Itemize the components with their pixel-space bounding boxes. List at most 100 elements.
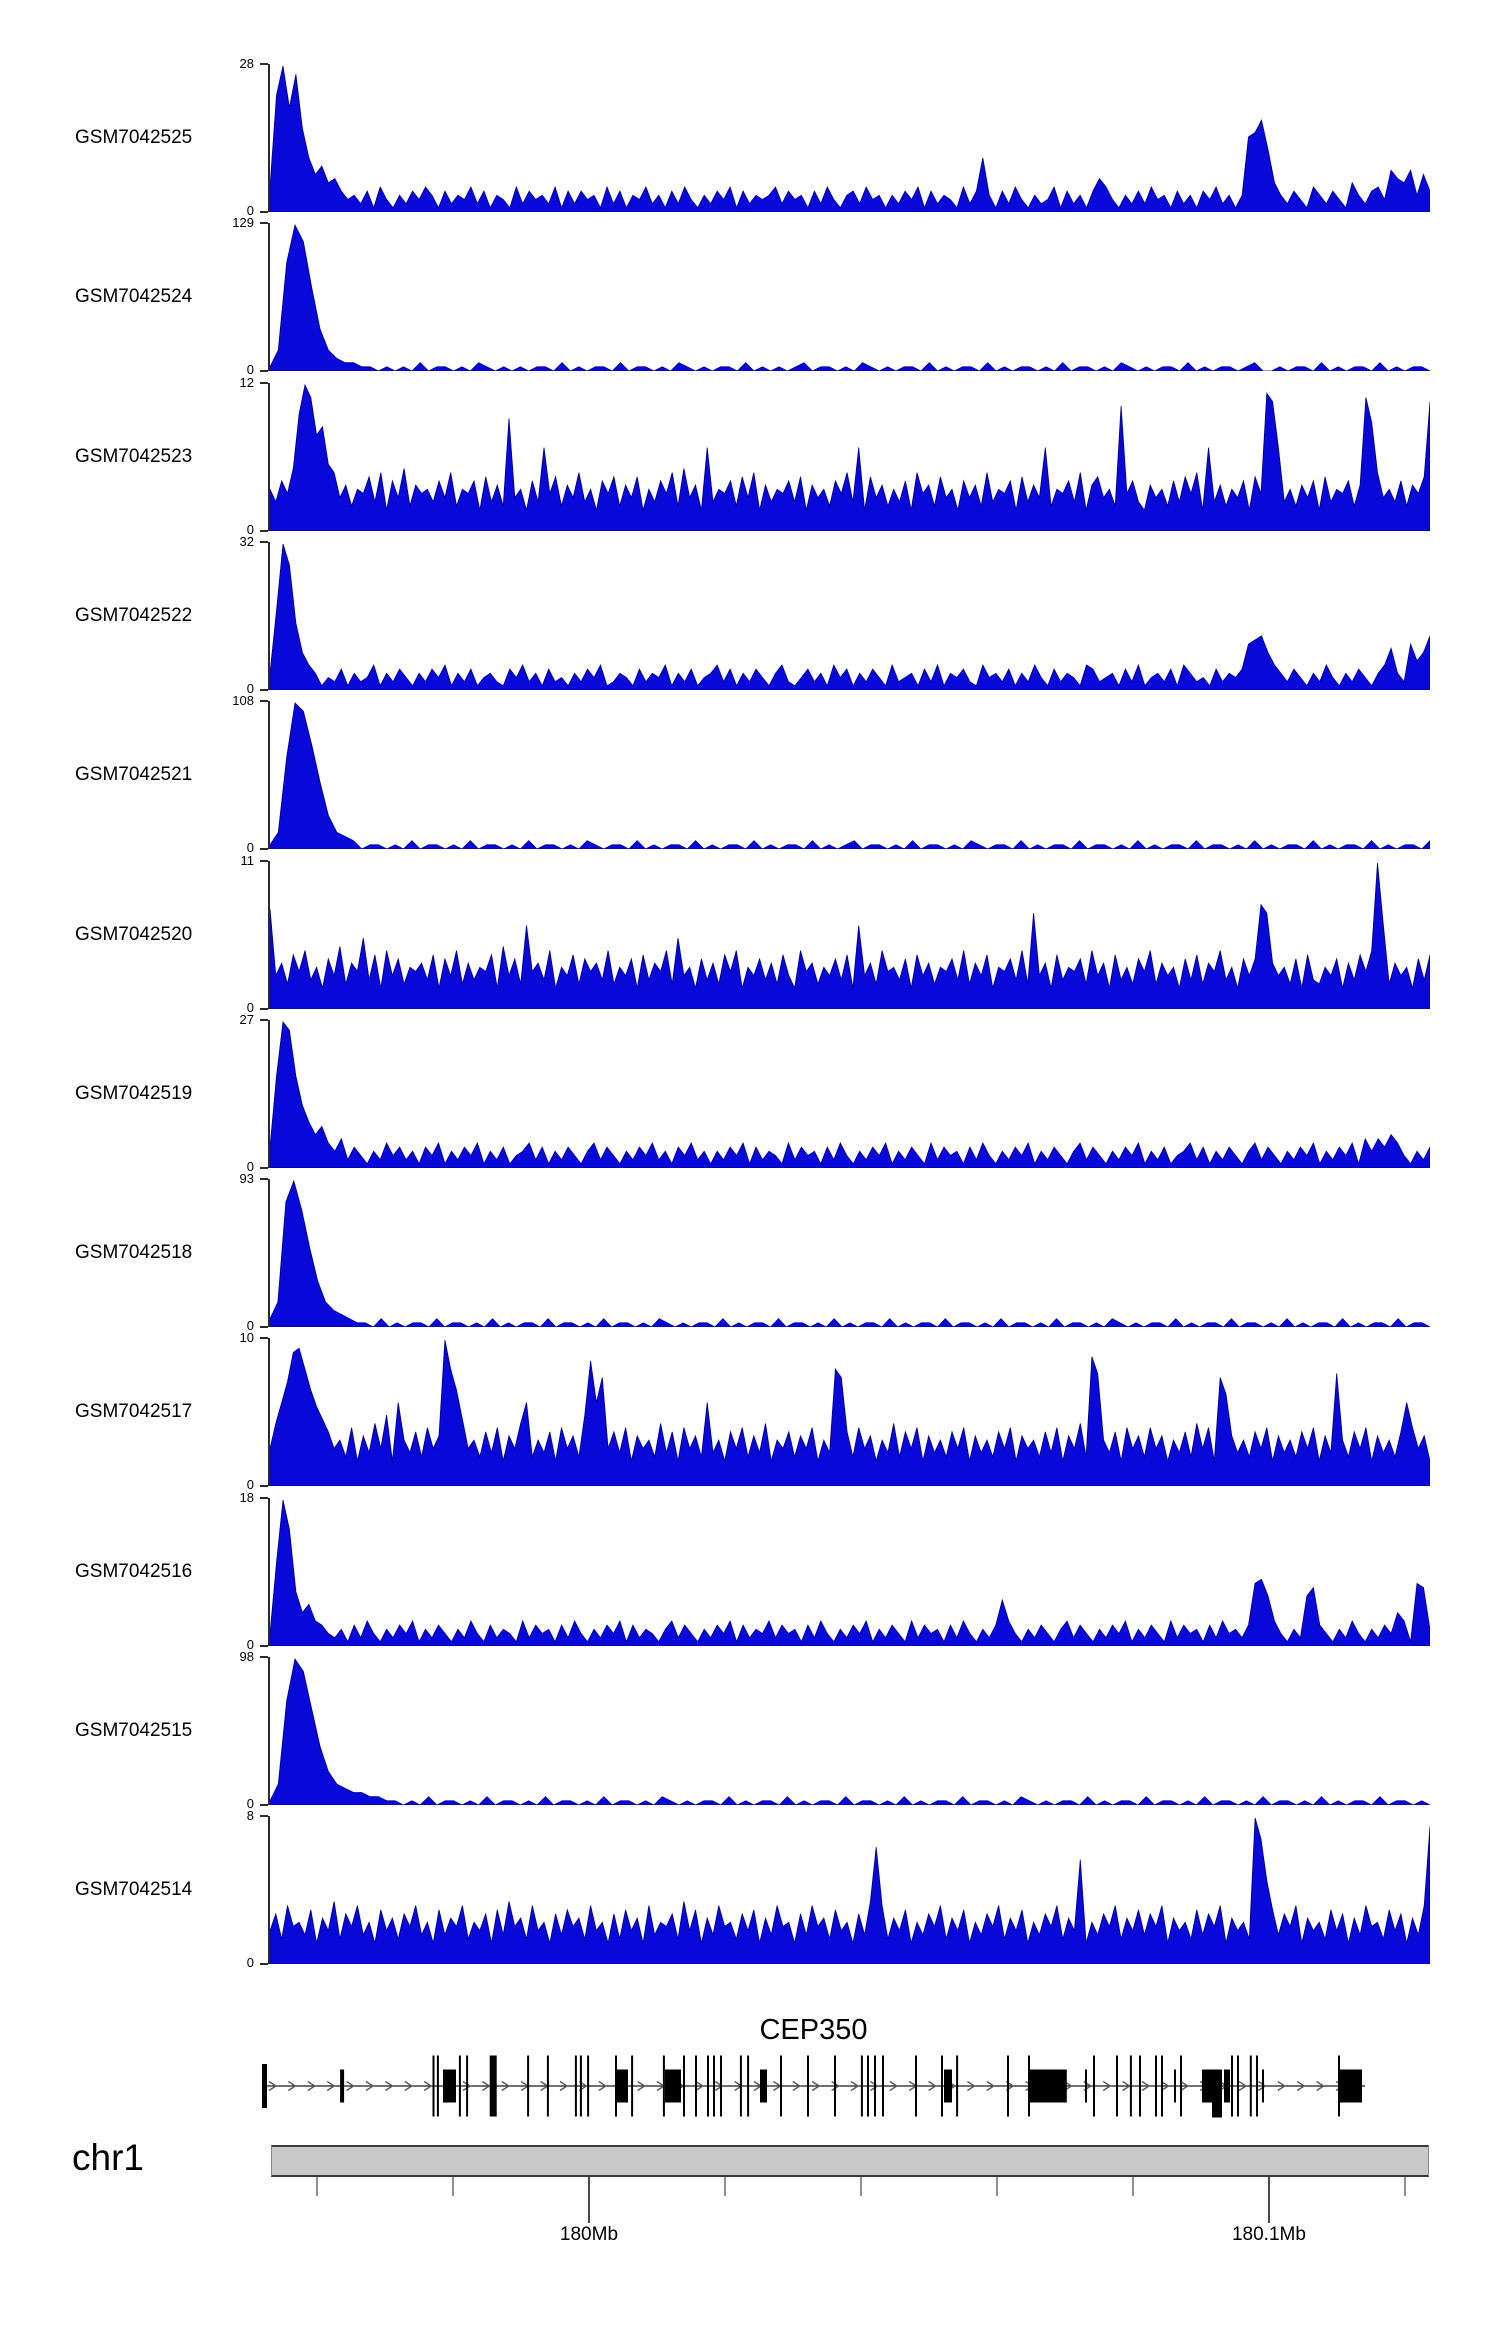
strand-arrow-icon	[1102, 2080, 1112, 2092]
coverage-signal	[270, 224, 1430, 372]
strand-arrow-icon	[889, 2080, 899, 2092]
coverage-signal	[270, 1179, 1430, 1328]
track-yaxis-top-tick	[260, 540, 268, 543]
coverage-signal	[270, 1499, 1430, 1646]
track-label: GSM7042521	[75, 764, 193, 786]
exon-block	[882, 2055, 884, 2117]
strand-arrow-icon	[365, 2080, 375, 2092]
track-ymax-label: 11	[240, 852, 255, 868]
exon-block	[1231, 2055, 1233, 2117]
exon-block	[1249, 2055, 1252, 2117]
coverage-signal	[270, 543, 1430, 690]
strand-arrow-icon	[792, 2080, 802, 2092]
exon-block	[720, 2055, 722, 2117]
exon-block	[443, 2069, 456, 2103]
strand-arrow-icon	[811, 2080, 821, 2092]
axis-minor-tick	[451, 2177, 454, 2196]
exon-block	[1155, 2055, 1157, 2117]
track-yaxis-top-tick	[260, 1178, 268, 1181]
axis-minor-tick	[996, 2177, 999, 2196]
track-label: GSM7042520	[75, 923, 193, 945]
strand-arrow-icon	[385, 2080, 394, 2092]
track-ymax-label: 12	[239, 374, 254, 390]
exon-block	[527, 2055, 530, 2117]
exon-block	[1029, 2069, 1067, 2103]
track-label: GSM7042514	[75, 1879, 193, 1901]
track-yaxis-bottom-tick	[260, 1166, 268, 1169]
strand-arrow-icon	[326, 2080, 336, 2092]
coverage-signal	[270, 1818, 1430, 1965]
coverage-signal	[270, 862, 1430, 1009]
track-ybase-label: 0	[246, 1636, 254, 1652]
track-yaxis-bottom-tick	[260, 1326, 268, 1329]
signal-area	[270, 65, 1430, 212]
exon-block	[739, 2055, 742, 2117]
strand-arrow-icon	[1141, 2080, 1151, 2092]
exon-block	[574, 2055, 577, 2117]
exon-block	[432, 2055, 435, 2117]
exon-block	[1161, 2055, 1163, 2117]
axis-minor-tick	[1404, 2177, 1407, 2196]
track-yaxis	[268, 1657, 270, 1805]
signal-area	[270, 1340, 1430, 1487]
track-ybase-label: 0	[246, 840, 254, 856]
strand-arrow-icon	[870, 2080, 879, 2092]
exon-block	[665, 2069, 681, 2103]
strand-arrow-icon	[268, 2080, 278, 2092]
strand-arrow-icon	[1161, 2080, 1170, 2092]
track-yaxis-top-tick	[260, 1496, 268, 1499]
exon-block	[458, 2055, 461, 2117]
exon-block	[466, 2055, 469, 2117]
axis-tick-label: 180Mb	[559, 2224, 619, 2245]
strand-arrow-icon	[714, 2080, 724, 2092]
strand-arrow-icon	[404, 2080, 414, 2092]
coverage-signal	[270, 702, 1430, 850]
exon-block	[1237, 2055, 1239, 2117]
track-ymax-label: 129	[232, 215, 254, 231]
track-label: GSM7042524	[75, 286, 193, 308]
exon-block	[713, 2055, 715, 2117]
exon-block	[860, 2055, 863, 2117]
exon-block	[683, 2055, 685, 2117]
exon-block	[631, 2055, 634, 2117]
track-yaxis-bottom-tick	[260, 1804, 268, 1806]
chromosome-bar	[271, 2145, 1429, 2177]
coverage-signal	[270, 383, 1430, 531]
coverage-signal	[270, 1020, 1430, 1168]
track-label: GSM7042518	[75, 1242, 193, 1264]
track-yaxis-top-tick	[260, 63, 268, 65]
track-yaxis-top-tick	[260, 1656, 268, 1658]
exon-block	[436, 2055, 439, 2117]
exon-block	[1212, 2069, 1222, 2118]
exon-block	[1007, 2055, 1009, 2117]
track-ybase-label: 0	[246, 521, 254, 537]
strand-arrow-icon	[307, 2080, 317, 2092]
exon-block	[1256, 2055, 1258, 2117]
track-yaxis-bottom-tick	[260, 688, 268, 691]
signal-area	[270, 1818, 1430, 1965]
exon-block	[1085, 2069, 1087, 2103]
exon-block	[262, 2064, 267, 2108]
strand-arrow-icon	[559, 2080, 569, 2092]
strand-arrow-icon	[1296, 2080, 1306, 2092]
exon-block	[617, 2069, 628, 2103]
signal-area	[270, 543, 1430, 690]
strand-arrow-icon	[462, 2080, 472, 2092]
track-ybase-label: 0	[246, 1158, 254, 1174]
track-ybase-label: 0	[246, 1477, 254, 1493]
exon-block	[1174, 2069, 1176, 2103]
strand-arrow-icon	[482, 2080, 491, 2092]
track-ybase-label: 0	[246, 1955, 254, 1971]
coverage-signal	[270, 1657, 1430, 1805]
track-yaxis	[268, 541, 270, 690]
coverage-signal	[270, 1340, 1430, 1487]
track-ymax-label: 8	[246, 1808, 254, 1824]
track-yaxis-bottom-tick	[260, 1963, 268, 1966]
exon-block	[956, 2055, 959, 2117]
track-yaxis	[268, 860, 270, 1009]
track-yaxis-top-tick	[260, 1337, 268, 1340]
track-label: GSM7042522	[75, 604, 193, 626]
exon-block	[1338, 2055, 1340, 2117]
exon-block	[707, 2055, 709, 2117]
